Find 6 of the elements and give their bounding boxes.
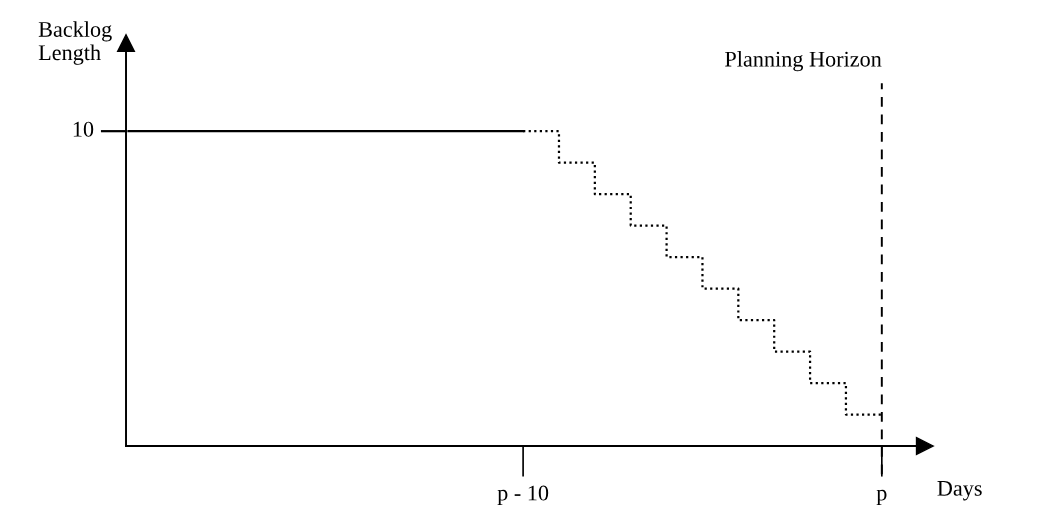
text: 10 [73,121,94,137]
y-axis-title: Backlog Length [38,21,112,65]
x-tick-label: p [876,489,887,506]
x-tick-label: p - 10 [497,485,549,506]
ref-line-label: Planning Horizon [725,51,882,72]
x-axis-title: Days [937,481,982,501]
